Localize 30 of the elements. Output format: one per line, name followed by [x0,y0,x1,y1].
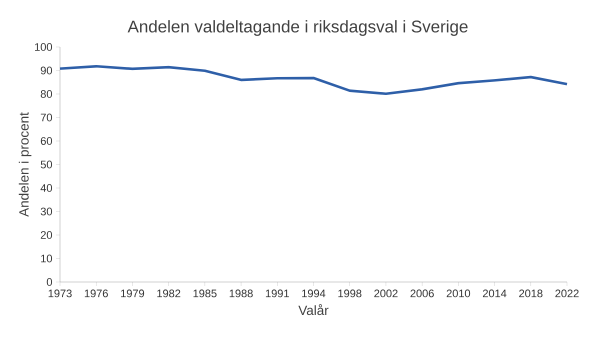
x-axis-title: Valår [298,304,328,316]
x-tick-label: 2022 [555,290,579,298]
x-tick-label: 1988 [230,290,253,298]
x-tick-label: 2010 [446,290,470,298]
x-tick-label: 1994 [302,290,326,298]
x-tick-label: 1985 [193,290,217,298]
x-tick-label: 2006 [410,290,434,298]
y-tick-label: 10 [41,254,52,262]
y-tick-label: 0 [46,278,52,286]
y-tick-label: 50 [40,160,52,168]
y-tick-label: 100 [35,43,52,51]
y-tick-label: 90 [40,66,52,74]
x-tick-label: 1991 [266,290,289,298]
y-tick-label: 20 [40,231,52,239]
x-tick-label: 2018 [519,290,542,298]
x-tick-label: 1973 [48,290,72,298]
y-tick-label: 60 [40,137,52,145]
y-tick-label: 80 [40,90,52,98]
x-tick-label: 2002 [374,290,398,298]
x-tick-label: 1982 [157,290,180,298]
x-tick-label: 1976 [84,290,108,298]
y-tick-label: 30 [40,208,52,216]
chart-title: Andelen valdeltagande i riksdagsval i Sverige [128,20,468,36]
y-tick-label: 70 [40,114,52,122]
line-series [58,64,568,96]
y-tick-label: 40 [40,184,52,192]
y-axis-title: Andelen i procent [18,112,32,217]
x-tick-label: 1979 [121,290,144,298]
x-tick-label: 1998 [338,290,362,298]
x-tick-label: 2014 [482,290,506,298]
